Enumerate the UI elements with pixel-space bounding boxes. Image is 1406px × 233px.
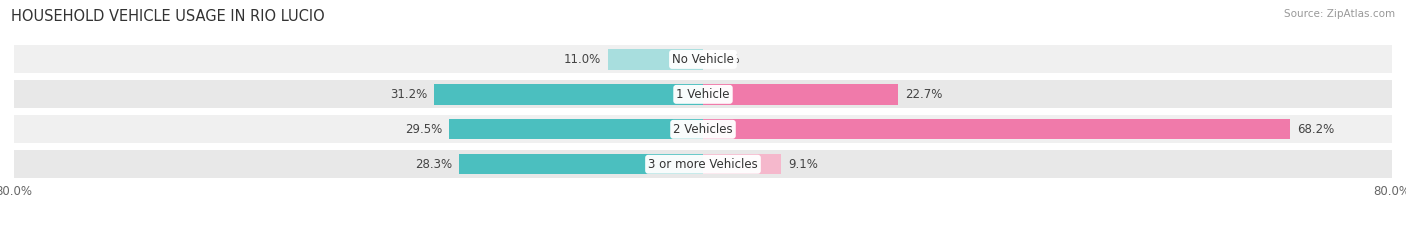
Text: 22.7%: 22.7% <box>905 88 943 101</box>
Bar <box>14 45 1392 73</box>
Text: 28.3%: 28.3% <box>415 158 453 171</box>
Bar <box>14 115 1392 143</box>
Text: Source: ZipAtlas.com: Source: ZipAtlas.com <box>1284 9 1395 19</box>
Bar <box>609 49 703 69</box>
Text: 29.5%: 29.5% <box>405 123 441 136</box>
Bar <box>449 119 703 139</box>
Text: 2 Vehicles: 2 Vehicles <box>673 123 733 136</box>
Bar <box>14 80 1392 108</box>
Text: HOUSEHOLD VEHICLE USAGE IN RIO LUCIO: HOUSEHOLD VEHICLE USAGE IN RIO LUCIO <box>11 9 325 24</box>
Bar <box>703 84 898 105</box>
Text: 1 Vehicle: 1 Vehicle <box>676 88 730 101</box>
Text: 31.2%: 31.2% <box>391 88 427 101</box>
Bar <box>434 84 703 105</box>
Bar <box>703 119 1291 139</box>
Bar <box>703 154 782 174</box>
Text: 3 or more Vehicles: 3 or more Vehicles <box>648 158 758 171</box>
Text: 9.1%: 9.1% <box>789 158 818 171</box>
Text: 0.0%: 0.0% <box>710 53 740 66</box>
Text: No Vehicle: No Vehicle <box>672 53 734 66</box>
Bar <box>460 154 703 174</box>
Text: 11.0%: 11.0% <box>564 53 602 66</box>
Text: 68.2%: 68.2% <box>1298 123 1334 136</box>
Bar <box>14 150 1392 178</box>
